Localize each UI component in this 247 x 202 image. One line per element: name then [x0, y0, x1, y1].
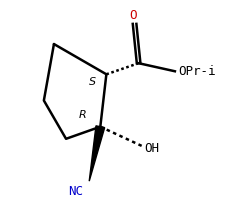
Polygon shape — [89, 126, 105, 181]
Text: S: S — [89, 77, 96, 87]
Text: OH: OH — [145, 142, 160, 155]
Text: O: O — [129, 9, 136, 22]
Text: R: R — [78, 109, 86, 119]
Text: NC: NC — [69, 184, 84, 197]
Text: OPr-i: OPr-i — [178, 65, 215, 78]
